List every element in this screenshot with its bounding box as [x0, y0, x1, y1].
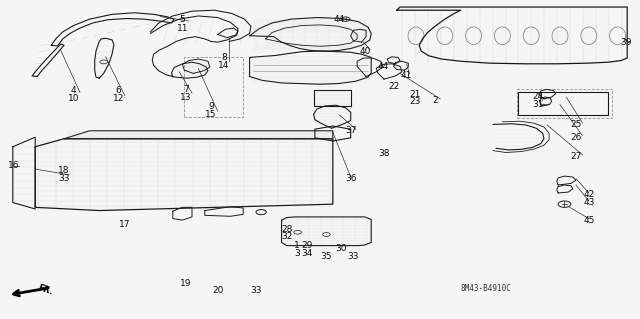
Text: 25: 25 [570, 120, 582, 129]
Text: 1: 1 [294, 241, 300, 250]
Text: 29: 29 [301, 241, 313, 250]
Text: 45: 45 [583, 216, 595, 225]
Text: 44: 44 [377, 63, 388, 71]
Text: 26: 26 [570, 133, 582, 142]
Text: 4: 4 [71, 86, 76, 95]
Text: 32: 32 [281, 232, 292, 241]
Text: 24: 24 [532, 92, 543, 101]
Text: 3: 3 [294, 249, 300, 258]
Text: 21: 21 [409, 90, 420, 99]
Text: 28: 28 [281, 225, 292, 234]
Text: 43: 43 [583, 198, 595, 207]
Text: 27: 27 [570, 152, 582, 161]
Text: 13: 13 [180, 93, 191, 102]
Text: 39: 39 [620, 38, 632, 47]
Text: 16: 16 [8, 161, 20, 170]
Text: 11: 11 [177, 24, 188, 33]
Text: 41: 41 [401, 71, 412, 80]
Text: 37: 37 [345, 126, 356, 135]
Text: 36: 36 [345, 174, 356, 183]
Text: FR.: FR. [37, 284, 54, 297]
Text: 10: 10 [68, 94, 79, 103]
Text: 7: 7 [183, 85, 188, 94]
Text: 38: 38 [378, 149, 390, 158]
Bar [184, 57, 243, 117]
Text: 33: 33 [250, 286, 262, 295]
Text: 8: 8 [221, 53, 227, 62]
Bar [517, 89, 612, 118]
Text: 6: 6 [116, 86, 121, 95]
Text: 19: 19 [180, 279, 191, 288]
Text: 17: 17 [119, 220, 131, 229]
Text: 23: 23 [409, 97, 420, 106]
Text: 34: 34 [301, 249, 313, 258]
Text: 42: 42 [583, 190, 595, 199]
Text: 14: 14 [218, 61, 230, 70]
Text: 33: 33 [348, 252, 359, 261]
Text: 12: 12 [113, 94, 124, 103]
Text: 15: 15 [205, 110, 217, 119]
Text: 44: 44 [333, 15, 345, 24]
Text: 33: 33 [58, 174, 70, 183]
Text: 2: 2 [433, 96, 438, 105]
Text: 5: 5 [180, 15, 185, 24]
Text: 22: 22 [388, 82, 399, 91]
Text: 20: 20 [212, 286, 223, 295]
Text: 30: 30 [335, 244, 347, 253]
Text: 35: 35 [321, 252, 332, 261]
Text: 9: 9 [209, 102, 214, 111]
Text: 18: 18 [58, 166, 70, 175]
Text: 8M43-B4910C: 8M43-B4910C [461, 284, 511, 293]
Text: 31: 31 [532, 100, 543, 109]
Text: 40: 40 [359, 47, 371, 56]
